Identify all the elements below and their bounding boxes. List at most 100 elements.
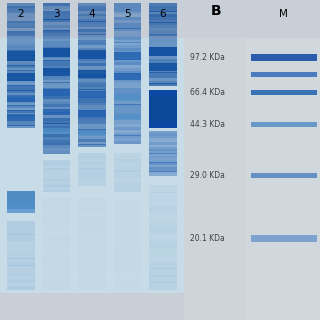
- Bar: [149, 276, 177, 283]
- Bar: [149, 34, 177, 36]
- Bar: [7, 114, 35, 120]
- Bar: [7, 234, 35, 238]
- Bar: [78, 13, 106, 16]
- Bar: [43, 204, 70, 211]
- Bar: [43, 181, 70, 183]
- Bar: [7, 8, 35, 11]
- Bar: [149, 47, 177, 50]
- Bar: [43, 74, 70, 77]
- Bar: [43, 259, 70, 265]
- Bar: [114, 17, 141, 20]
- Bar: [7, 51, 35, 53]
- Bar: [43, 104, 70, 107]
- Bar: [78, 90, 106, 92]
- Bar: [43, 55, 70, 58]
- Bar: [149, 140, 177, 142]
- Bar: [149, 39, 177, 42]
- Bar: [149, 199, 177, 206]
- Bar: [7, 272, 35, 276]
- Bar: [149, 84, 177, 86]
- Bar: [7, 262, 35, 266]
- Bar: [78, 259, 106, 265]
- Bar: [43, 63, 70, 66]
- Bar: [114, 65, 141, 68]
- Bar: [7, 83, 35, 85]
- Bar: [78, 204, 106, 211]
- Bar: [7, 265, 35, 269]
- Bar: [7, 108, 35, 110]
- Bar: [78, 171, 106, 173]
- Bar: [114, 45, 141, 48]
- Bar: [7, 283, 35, 286]
- Bar: [149, 185, 177, 193]
- Bar: [43, 175, 70, 177]
- Bar: [43, 112, 70, 115]
- Bar: [7, 259, 35, 262]
- Bar: [43, 60, 70, 63]
- Bar: [78, 11, 106, 14]
- Bar: [251, 53, 317, 60]
- Bar: [78, 69, 106, 77]
- Bar: [114, 189, 141, 192]
- Bar: [7, 110, 35, 113]
- Bar: [114, 51, 141, 54]
- Bar: [114, 113, 141, 116]
- Bar: [43, 28, 70, 30]
- Bar: [149, 25, 177, 28]
- Bar: [78, 183, 106, 186]
- Bar: [78, 92, 106, 95]
- Bar: [43, 66, 70, 69]
- Bar: [7, 48, 35, 51]
- Bar: [43, 11, 70, 14]
- Bar: [43, 93, 70, 96]
- Bar: [78, 173, 106, 175]
- Bar: [246, 0, 320, 320]
- Bar: [43, 164, 70, 166]
- Bar: [7, 41, 35, 43]
- Bar: [78, 175, 106, 177]
- Text: 66.4 KDa: 66.4 KDa: [190, 88, 225, 97]
- Bar: [251, 90, 317, 95]
- Bar: [78, 162, 106, 164]
- Bar: [7, 26, 35, 28]
- Bar: [43, 128, 70, 134]
- Bar: [7, 18, 35, 21]
- Bar: [114, 37, 141, 40]
- Bar: [149, 47, 177, 56]
- Bar: [114, 277, 141, 284]
- Bar: [114, 31, 141, 34]
- Bar: [114, 54, 141, 57]
- Bar: [43, 247, 70, 253]
- Bar: [149, 67, 177, 70]
- Bar: [7, 286, 35, 290]
- Bar: [78, 198, 106, 204]
- Bar: [7, 116, 35, 118]
- Bar: [78, 55, 106, 58]
- Bar: [114, 177, 141, 179]
- Bar: [114, 272, 141, 278]
- Bar: [43, 58, 70, 60]
- Bar: [7, 66, 35, 68]
- Bar: [7, 23, 35, 26]
- Bar: [149, 160, 177, 163]
- Bar: [149, 169, 177, 172]
- Bar: [149, 167, 177, 169]
- Bar: [7, 279, 35, 283]
- Bar: [7, 55, 35, 58]
- Bar: [114, 90, 141, 93]
- Bar: [149, 156, 177, 158]
- Bar: [7, 33, 35, 36]
- Bar: [149, 3, 177, 6]
- Bar: [149, 72, 177, 75]
- Bar: [7, 191, 35, 209]
- Bar: [78, 118, 106, 121]
- Bar: [43, 253, 70, 259]
- Bar: [251, 72, 317, 77]
- Bar: [43, 235, 70, 241]
- Bar: [43, 3, 70, 6]
- Bar: [78, 87, 106, 90]
- Bar: [114, 6, 141, 9]
- Bar: [149, 64, 177, 67]
- Bar: [7, 269, 35, 272]
- Bar: [149, 53, 177, 56]
